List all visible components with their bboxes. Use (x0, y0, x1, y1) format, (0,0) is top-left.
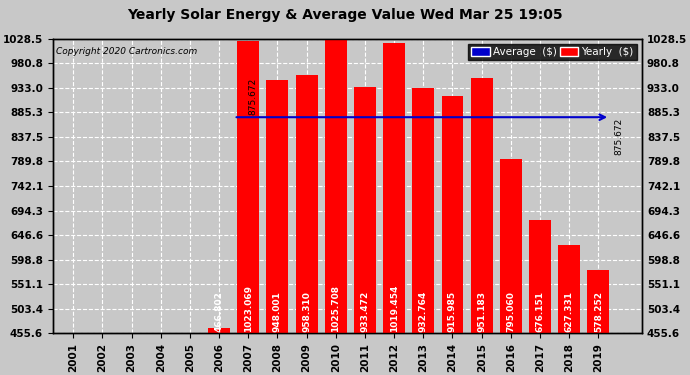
Text: 875.672: 875.672 (614, 118, 623, 156)
Bar (413, 88, 434, 333)
Bar (442, 96, 464, 333)
Bar (354, 87, 376, 333)
Bar (237, 41, 259, 333)
Bar (587, 270, 609, 333)
Text: 1023.069: 1023.069 (244, 285, 253, 332)
Bar (383, 43, 405, 333)
Bar (325, 40, 346, 333)
Bar (266, 80, 288, 333)
Text: Yearly Solar Energy & Average Value Wed Mar 25 19:05: Yearly Solar Energy & Average Value Wed … (127, 8, 563, 21)
Bar (295, 75, 317, 333)
Text: 933.472: 933.472 (360, 291, 369, 332)
Bar (500, 159, 522, 333)
Text: 951.183: 951.183 (477, 291, 486, 332)
Text: 1025.708: 1025.708 (331, 285, 340, 332)
Bar (471, 78, 493, 333)
Text: 875.672: 875.672 (248, 78, 257, 115)
Bar (558, 245, 580, 333)
Text: 1019.454: 1019.454 (390, 285, 399, 332)
Text: Copyright 2020 Cartronics.com: Copyright 2020 Cartronics.com (56, 47, 197, 56)
Text: 948.001: 948.001 (273, 291, 282, 332)
Text: 932.764: 932.764 (419, 291, 428, 332)
Text: 676.151: 676.151 (535, 291, 544, 332)
Text: 795.060: 795.060 (506, 291, 515, 332)
Bar (208, 328, 230, 333)
Text: 958.310: 958.310 (302, 291, 311, 332)
Text: 578.252: 578.252 (594, 291, 603, 332)
Text: 627.331: 627.331 (564, 291, 573, 332)
Text: 915.985: 915.985 (448, 291, 457, 332)
Bar (529, 220, 551, 333)
Legend: Average  ($), Yearly  ($): Average ($), Yearly ($) (468, 44, 637, 60)
Text: 466.802: 466.802 (215, 291, 224, 332)
